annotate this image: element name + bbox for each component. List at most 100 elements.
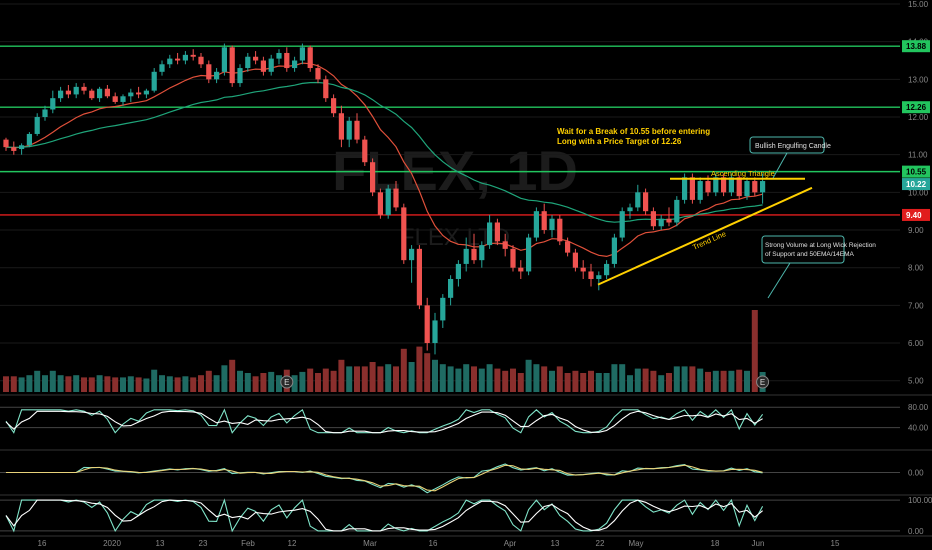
candle[interactable]	[323, 79, 329, 99]
candle[interactable]	[89, 90, 95, 99]
candle[interactable]	[104, 88, 110, 97]
candle[interactable]	[237, 68, 243, 84]
candle[interactable]	[370, 162, 376, 193]
candle[interactable]	[643, 192, 649, 212]
candle[interactable]	[650, 211, 656, 227]
candle[interactable]	[292, 60, 298, 69]
candle[interactable]	[167, 58, 173, 65]
candle[interactable]	[393, 188, 399, 208]
candle[interactable]	[385, 188, 391, 215]
annotations[interactable]: Wait for a Break of 10.55 before enterin…	[557, 127, 876, 299]
candle[interactable]	[143, 90, 149, 95]
candle[interactable]	[284, 52, 290, 69]
candle[interactable]	[752, 181, 758, 193]
candle[interactable]	[448, 278, 454, 298]
candle[interactable]	[455, 263, 461, 279]
candle[interactable]	[596, 275, 602, 279]
candle[interactable]	[315, 68, 321, 80]
earnings-marker-icon[interactable]	[280, 375, 294, 389]
candle[interactable]	[50, 98, 56, 110]
candle[interactable]	[260, 60, 266, 72]
candle[interactable]	[697, 181, 703, 200]
candle[interactable]	[3, 139, 9, 148]
candle[interactable]	[73, 86, 79, 95]
candle[interactable]	[190, 54, 196, 57]
candle[interactable]	[744, 181, 750, 197]
candle[interactable]	[526, 237, 532, 272]
candle[interactable]	[112, 96, 118, 102]
candle[interactable]	[674, 199, 680, 223]
candle[interactable]	[611, 237, 617, 264]
candle[interactable]	[432, 320, 438, 344]
trend-line[interactable]	[597, 186, 813, 286]
candle[interactable]	[565, 241, 571, 253]
candle[interactable]	[518, 267, 524, 272]
candle[interactable]	[97, 88, 103, 99]
user-drawings[interactable]	[597, 177, 813, 286]
candle[interactable]	[533, 211, 539, 238]
candle[interactable]	[440, 297, 446, 321]
candle[interactable]	[557, 218, 563, 242]
candle[interactable]	[354, 120, 360, 140]
candle[interactable]	[377, 192, 383, 215]
candle[interactable]	[510, 248, 516, 268]
candle[interactable]	[11, 147, 17, 151]
candle[interactable]	[572, 252, 578, 268]
candle[interactable]	[479, 245, 485, 261]
candle[interactable]	[299, 47, 305, 61]
candle[interactable]	[229, 47, 235, 84]
candle[interactable]	[307, 47, 313, 69]
candle[interactable]	[580, 267, 586, 272]
candle[interactable]	[245, 56, 251, 69]
candle[interactable]	[58, 90, 64, 99]
candle[interactable]	[627, 207, 633, 212]
candle[interactable]	[206, 64, 212, 80]
volume-callout-box[interactable]	[761, 235, 845, 264]
candle[interactable]	[541, 211, 547, 231]
candle[interactable]	[182, 54, 188, 61]
candle[interactable]	[159, 64, 165, 72]
candle[interactable]	[487, 222, 493, 246]
candle[interactable]	[463, 248, 469, 264]
time-axis[interactable]: 16 2020 13 23 Feb 12 Mar 16 Apr 13 22 May 18 Jun 15	[0, 535, 932, 548]
level-price-tag[interactable]	[902, 101, 930, 114]
candle[interactable]	[549, 218, 555, 231]
candle[interactable]	[26, 133, 32, 146]
candle[interactable]	[253, 56, 259, 61]
candle[interactable]	[689, 177, 695, 200]
price-axis[interactable]: 15.0014.0013.0012.0011.0010.009.008.007.…	[902, 0, 930, 386]
candle[interactable]	[713, 177, 719, 193]
candle[interactable]	[136, 92, 142, 95]
candle[interactable]	[42, 109, 48, 118]
candle[interactable]	[502, 241, 508, 249]
candle[interactable]	[175, 58, 181, 61]
candle[interactable]	[338, 113, 344, 140]
candle[interactable]	[588, 271, 594, 279]
level-price-tag[interactable]	[902, 165, 930, 178]
level-price-tag[interactable]	[902, 208, 930, 221]
candle[interactable]	[346, 120, 352, 140]
candle[interactable]	[120, 96, 126, 102]
candle[interactable]	[268, 58, 274, 72]
candle[interactable]	[276, 52, 282, 59]
candle[interactable]	[721, 177, 727, 193]
earnings-marker-icon[interactable]	[756, 375, 770, 389]
candle[interactable]	[19, 145, 25, 150]
candle[interactable]	[65, 90, 71, 95]
candle[interactable]	[198, 56, 204, 65]
candle[interactable]	[658, 218, 664, 227]
candle[interactable]	[128, 92, 134, 97]
candle[interactable]	[151, 71, 157, 91]
candle[interactable]	[619, 211, 625, 238]
candle[interactable]	[34, 117, 40, 134]
candle[interactable]	[362, 139, 368, 163]
candle[interactable]	[214, 71, 220, 80]
candle[interactable]	[471, 248, 477, 261]
candle[interactable]	[424, 305, 430, 344]
candle[interactable]	[682, 177, 688, 200]
candle[interactable]	[416, 248, 422, 306]
candle[interactable]	[728, 177, 734, 193]
candle[interactable]	[604, 263, 610, 276]
level-price-tag[interactable]	[902, 40, 930, 53]
